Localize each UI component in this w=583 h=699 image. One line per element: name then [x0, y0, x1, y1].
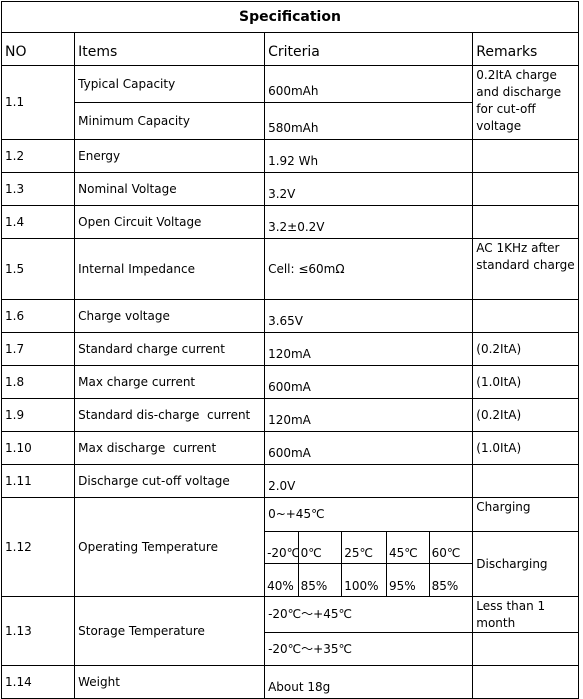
table-row: 1.8 Max charge current 600mA (1.0ItA) [0, 365, 579, 399]
item-label: Charge voltage [74, 299, 266, 333]
remark-text: (1.0ItA) [472, 365, 579, 399]
remark-empty [472, 172, 579, 206]
temp-cell: -20℃ [264, 531, 299, 564]
remark-text: (0.2ItA) [472, 398, 579, 432]
row-no: 1.7 [0, 332, 76, 366]
header-remarks: Remarks [472, 32, 579, 66]
table-row: -20℃～+35℃ [2, 632, 579, 666]
header-row: NO Items Criteria Remarks [0, 32, 579, 66]
remark-empty [472, 299, 579, 333]
criteria-value: 1.92 Wh [264, 139, 474, 173]
criteria-value: 600mA [264, 365, 474, 399]
row-no: 1.13 [0, 596, 76, 666]
percentage-subrow: 40% 85% 100% 95% 85% [2, 563, 579, 597]
remark-text: AC 1KHz after standard charge [472, 238, 579, 300]
criteria-value: About 18g [264, 665, 474, 699]
criteria-value: 3.2±0.2V [264, 205, 474, 239]
table-row: 1.1 Typical Capacity 600mAh 0.2ItA charg… [0, 65, 579, 140]
item-label: Typical Capacity [74, 65, 266, 103]
table-row: 1.13 Storage Temperature -20℃～+45℃ Less … [0, 596, 579, 666]
table-row: 1.12 Operating Temperature 0~+45℃ Chargi… [0, 497, 579, 597]
table-row: 1.9 Standard dis-charge current 120mA (0… [0, 398, 579, 432]
item-label: Nominal Voltage [74, 172, 266, 206]
row-no: 1.11 [0, 464, 76, 498]
remark-text: Charging [472, 497, 579, 532]
title-row: Specification [1, 1, 579, 33]
pct-cell: 85% [297, 563, 343, 597]
pct-cell: 40% [264, 563, 299, 597]
remark-text: Less than 1 month [472, 596, 579, 633]
criteria-value: 580mAh [264, 102, 474, 140]
criteria-value: 3.65V [264, 299, 474, 333]
remark-text: (0.2ItA) [472, 332, 579, 366]
temp-cell: 0℃ [297, 531, 343, 564]
row-no: 1.4 [0, 205, 76, 239]
table-row: 1.7 Standard charge current 120mA (0.2It… [0, 332, 579, 366]
row-no: 1.14 [0, 665, 76, 699]
header-items: Items [74, 32, 266, 66]
remark-empty [472, 632, 579, 666]
charge-temp-range: 0~+45℃ [264, 497, 474, 532]
row-no: 1.9 [0, 398, 76, 432]
header-criteria: Criteria [264, 32, 474, 66]
remark-text: (1.0ItA) [472, 431, 579, 465]
table-row: 1.5 Internal Impedance Cell: ≤60mΩ AC 1K… [0, 238, 579, 300]
row-no: 1.3 [0, 172, 76, 206]
temp-cell: 25℃ [341, 531, 387, 564]
remark-empty [472, 665, 579, 699]
item-label: Internal Impedance [74, 238, 266, 300]
table-row: 1.14 Weight About 18g [0, 665, 579, 699]
criteria-value: 2.0V [264, 464, 474, 498]
criteria-value: 600mAh [264, 65, 474, 103]
item-label: Standard dis-charge current [74, 398, 266, 432]
item-label: Standard charge current [74, 332, 266, 366]
table-row: 1.4 Open Circuit Voltage 3.2±0.2V [0, 205, 579, 239]
item-label: Max discharge current [74, 431, 266, 465]
remark-empty [472, 464, 579, 498]
criteria-value: 600mA [264, 431, 474, 465]
row-no: 1.2 [0, 139, 76, 173]
item-label: Weight [74, 665, 266, 699]
remark-text: Discharging [472, 531, 579, 597]
item-label: Storage Temperature [74, 596, 266, 666]
criteria-value: 120mA [264, 332, 474, 366]
item-label: Energy [74, 139, 266, 173]
item-label: Minimum Capacity [74, 102, 266, 140]
table-row: 1.10 Max discharge current 600mA (1.0ItA… [0, 431, 579, 465]
row-no: 1.5 [0, 238, 76, 300]
criteria-value: 120mA [264, 398, 474, 432]
table-row: 1.2 Energy 1.92 Wh [0, 139, 579, 173]
criteria-value: 3.2V [264, 172, 474, 206]
pct-cell: 85% [428, 563, 474, 597]
item-label: Open Circuit Voltage [74, 205, 266, 239]
criteria-value: -20℃～+35℃ [264, 632, 474, 666]
row-no: 1.1 [0, 65, 76, 140]
header-no: NO [0, 32, 76, 66]
row-no: 1.10 [0, 431, 76, 465]
remark-empty [472, 205, 579, 239]
row-no: 1.12 [0, 497, 76, 597]
row-no: 1.6 [0, 299, 76, 333]
pct-cell: 100% [341, 563, 387, 597]
item-label: Max charge current [74, 365, 266, 399]
pct-cell: 95% [385, 563, 430, 597]
temp-cell: 45℃ [385, 531, 430, 564]
table-title: Specification [1, 1, 579, 33]
table-row: 1.11 Discharge cut-off voltage 2.0V [0, 464, 579, 498]
item-label: Discharge cut-off voltage [74, 464, 266, 498]
remark-empty [472, 139, 579, 173]
criteria-value: -20℃～+45℃ [264, 596, 474, 633]
row-no: 1.8 [0, 365, 76, 399]
table-row: 1.3 Nominal Voltage 3.2V [0, 172, 579, 206]
remark-text: 0.2ItA charge and discharge for cut-off … [472, 65, 579, 140]
criteria-value: Cell: ≤60mΩ [264, 238, 474, 300]
temp-cell: 60℃ [428, 531, 474, 564]
table-row: 1.6 Charge voltage 3.65V [0, 299, 579, 333]
temperature-subrow: -20℃ 0℃ 25℃ 45℃ 60℃ Discharging [2, 531, 579, 597]
item-label: Operating Temperature [74, 497, 266, 597]
table-row: Minimum Capacity 580mAh [2, 102, 579, 140]
